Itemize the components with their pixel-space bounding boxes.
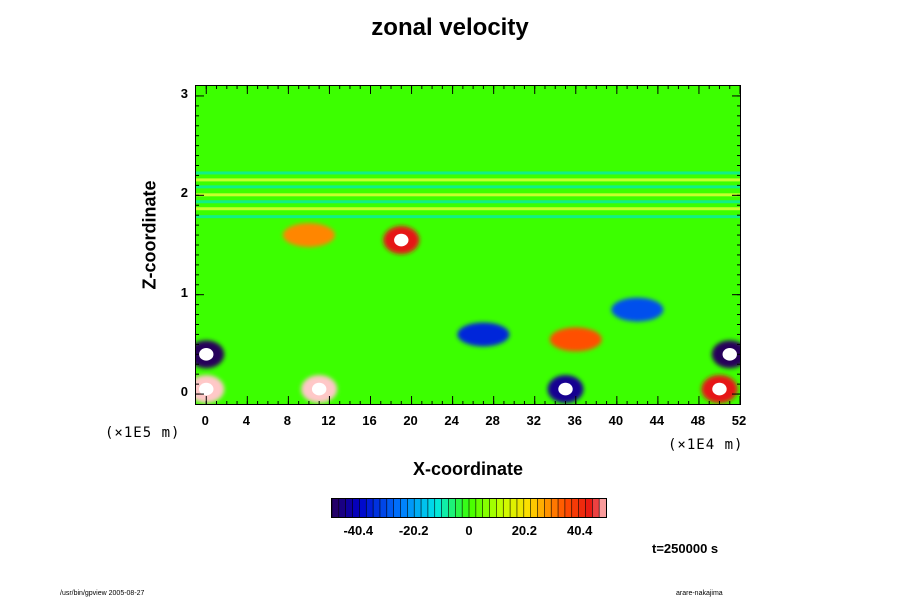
- y-tick-label: 3: [180, 85, 188, 101]
- colorbar-cell: [427, 499, 436, 517]
- colorbar-cell: [592, 499, 600, 517]
- chart-title: zonal velocity: [371, 14, 529, 41]
- field-feature-core: [558, 382, 573, 396]
- colorbar-cell: [571, 499, 580, 517]
- colorbar-cell: [469, 499, 477, 517]
- colorbar: [331, 498, 607, 518]
- colorbar-cell: [400, 499, 408, 517]
- x-tick-label: 32: [526, 413, 541, 428]
- stripe-bands: [196, 171, 740, 219]
- x-tick-label: 40: [608, 413, 624, 428]
- colorbar-cell: [421, 499, 429, 517]
- axis-ticks: [196, 86, 740, 404]
- colorbar-cell: [523, 499, 532, 517]
- colorbar-cell: [564, 499, 573, 517]
- colorbar-tick-label: 40.4: [567, 523, 593, 538]
- colorbar-cell: [386, 499, 395, 517]
- field-background: [196, 86, 740, 404]
- y-tick-label: 0: [180, 384, 188, 400]
- colorbar-cell: [366, 499, 374, 517]
- stripe-band: [196, 185, 740, 189]
- stripe-band: [196, 200, 740, 204]
- time-label: t=250000 s: [652, 541, 719, 556]
- field-feature: [611, 297, 664, 322]
- field-feature-core: [199, 348, 214, 361]
- plot-area: [195, 85, 741, 405]
- x-tick-label: 0: [201, 413, 209, 428]
- x-tick-label: 8: [283, 413, 291, 428]
- x-axis-label: X-coordinate: [412, 459, 523, 479]
- stripe-band: [196, 193, 740, 197]
- colorbar-tick-label: 0: [465, 523, 473, 538]
- field-feature-core: [311, 382, 327, 396]
- colorbar-cell: [489, 499, 497, 517]
- colorbar-cell: [510, 499, 518, 517]
- colorbar-cell: [496, 499, 504, 517]
- x-tick-label: 20: [403, 413, 418, 428]
- field-feature-core: [722, 348, 737, 361]
- colorbar-cell: [503, 499, 511, 517]
- colorbar-cell: [332, 499, 340, 517]
- colorbar-cell: [462, 499, 470, 517]
- colorbar-cell: [345, 499, 354, 517]
- colorbar-cell: [585, 499, 593, 517]
- colorbar-cell: [599, 499, 607, 517]
- x-tick-label: 48: [690, 413, 706, 428]
- colorbar-tick-label: 20.2: [511, 523, 537, 538]
- colorbar-cell: [414, 499, 422, 517]
- field-feature: [282, 223, 335, 248]
- colorbar-cell: [338, 499, 347, 517]
- x-tick-label: 28: [485, 413, 500, 428]
- colorbar-cell: [434, 499, 443, 517]
- stripe-band: [196, 215, 740, 219]
- x-tick-label: 36: [567, 413, 582, 428]
- x-tick-label: 16: [362, 413, 377, 428]
- colorbar-cell: [537, 499, 545, 517]
- colorbar-cell: [551, 499, 559, 517]
- colorbar-cell: [359, 499, 367, 517]
- colorbar-cell: [544, 499, 552, 517]
- colorbar-cell: [393, 499, 401, 517]
- colorbar-cell: [516, 499, 525, 517]
- y-tick-label: 1: [180, 284, 188, 300]
- x-tick-label: 24: [444, 413, 459, 428]
- field-feature-core: [712, 382, 727, 396]
- colorbar-cell: [482, 499, 491, 517]
- colorbar-cell: [373, 499, 381, 517]
- stripe-band: [196, 207, 740, 211]
- colorbar-tick-label: -20.2: [398, 523, 429, 538]
- stripe-band: [196, 171, 740, 175]
- colorbar-cell: [379, 499, 388, 517]
- x-tick-label: 44: [649, 413, 665, 428]
- colorbar-cell: [578, 499, 586, 517]
- feature-blobs: [196, 223, 740, 404]
- y-scale-note: (×1E5 m): [105, 425, 181, 441]
- heatmap-field: [196, 86, 740, 404]
- field-feature: [457, 322, 510, 347]
- footer-right: arare-nakajima: [676, 590, 723, 597]
- x-scale-note: (×1E4 m): [668, 437, 744, 453]
- colorbar-cell: [558, 499, 566, 517]
- y-axis-label: Z-coordinate: [139, 180, 160, 290]
- colorbar-cell: [448, 499, 456, 517]
- colorbar-tick-label: -40.4: [343, 523, 374, 538]
- x-tick-label: 52: [731, 413, 747, 428]
- x-tick-label: 12: [321, 413, 336, 428]
- colorbar-cell: [407, 499, 415, 517]
- colorbar-cell: [441, 499, 449, 517]
- field-feature: [549, 327, 602, 352]
- colorbar-gradient: [331, 499, 607, 517]
- stripe-band: [196, 178, 740, 182]
- field-feature-core: [199, 382, 214, 396]
- colorbar-cell: [455, 499, 463, 517]
- colorbar-cell: [475, 499, 484, 517]
- colorbar-cell: [352, 499, 360, 517]
- footer-left: /usr/bin/gpview 2005-08-27: [60, 590, 145, 597]
- field-feature-core: [394, 233, 409, 247]
- colorbar-cell: [530, 499, 538, 517]
- y-tick-label: 2: [180, 185, 188, 201]
- x-tick-label: 4: [242, 413, 250, 428]
